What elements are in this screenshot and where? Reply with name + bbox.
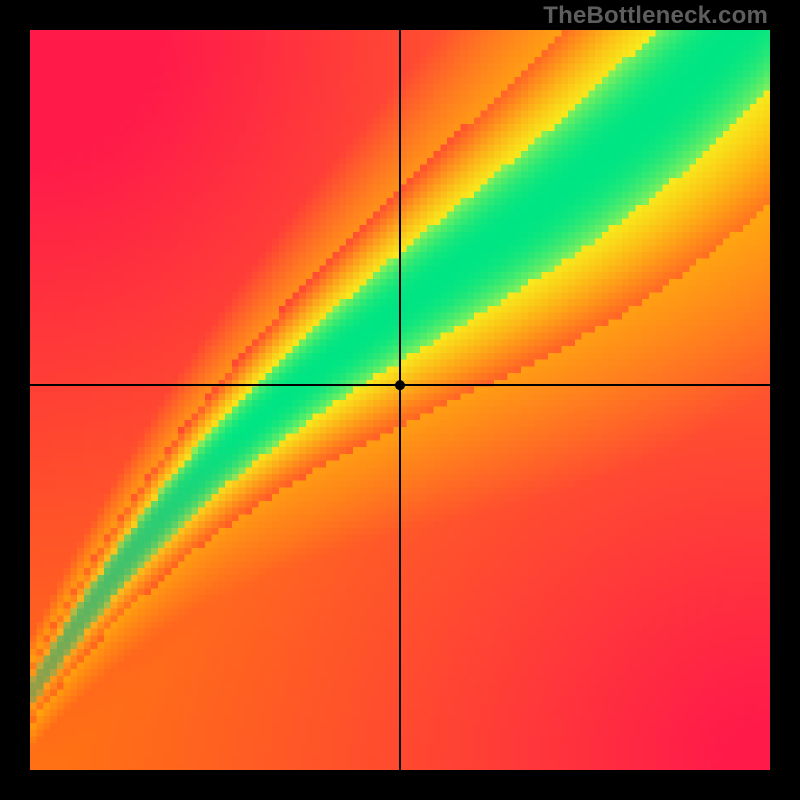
- watermark-text: TheBottleneck.com: [543, 2, 768, 30]
- frame-bottom: [0, 770, 800, 800]
- frame-left: [0, 0, 30, 800]
- frame-right: [770, 0, 800, 800]
- crosshair-overlay: [30, 30, 770, 770]
